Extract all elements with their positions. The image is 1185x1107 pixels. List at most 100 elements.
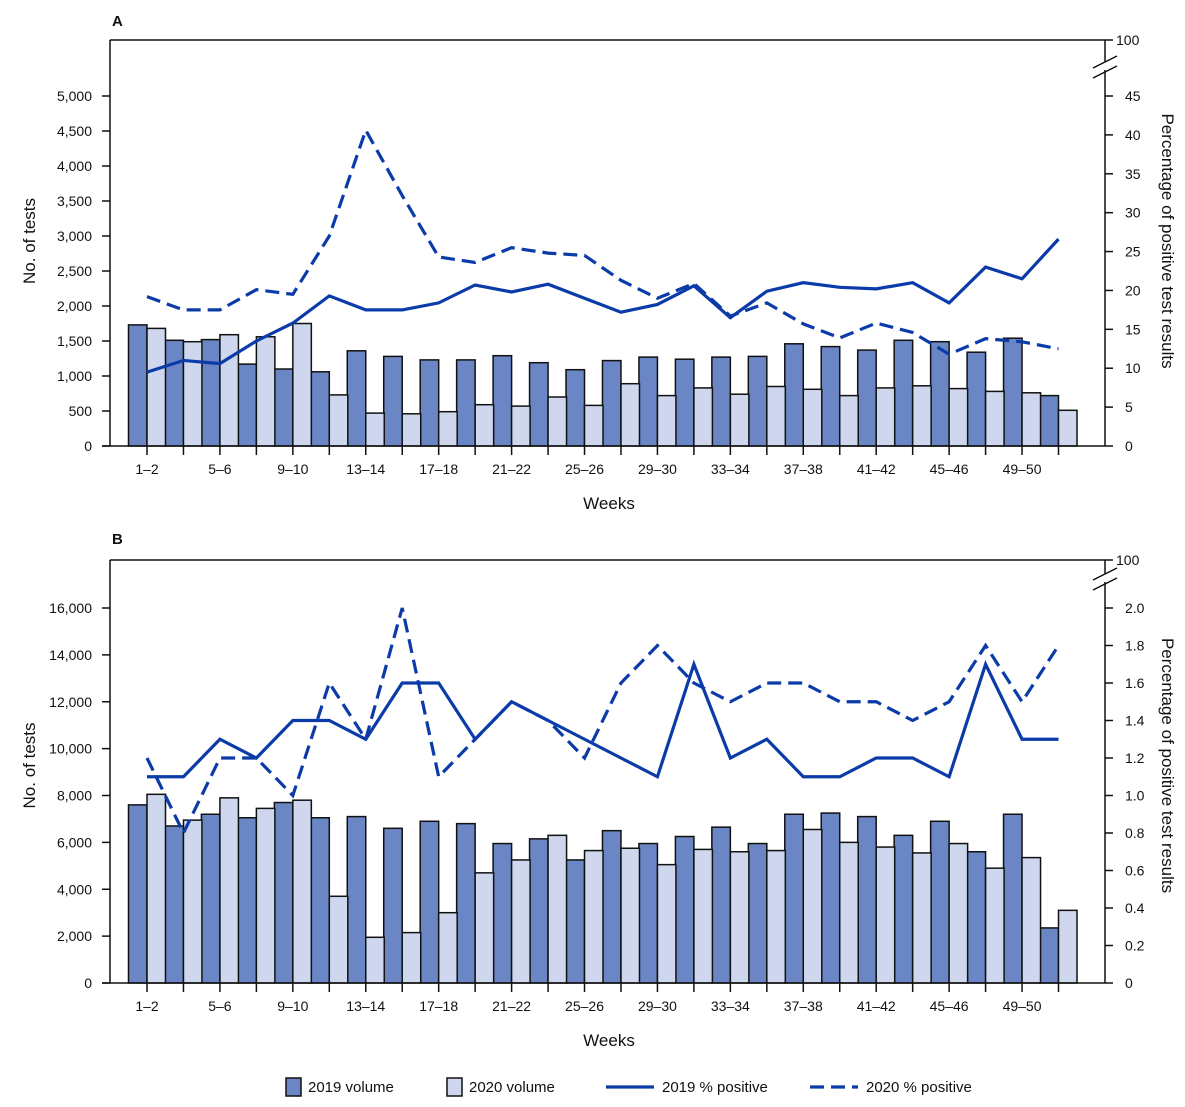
bar-2020-39–40: [840, 842, 859, 983]
bar-2019-11–12: [311, 818, 330, 983]
x-tick-label: 21–22: [492, 998, 531, 1014]
bar-2020-5–6: [220, 798, 239, 983]
bar-2020-27–28: [621, 384, 640, 446]
bar-2019-11–12: [311, 372, 330, 446]
x-tick-label: 17–18: [419, 461, 458, 477]
bar-2019-47–48: [967, 352, 986, 446]
legend-swatch: [286, 1078, 301, 1096]
bar-2019-27–28: [602, 361, 621, 446]
y2-axis-title: Percentage of positive test results: [1158, 113, 1177, 368]
y2-tick-label: 10: [1125, 360, 1141, 376]
bar-2019-29–30: [639, 357, 658, 446]
x-tick-label: 49–50: [1003, 461, 1042, 477]
bar-2019-41–42: [858, 817, 877, 983]
bar-2019-35–36: [748, 356, 767, 446]
y-tick-label: 2,500: [57, 263, 92, 279]
x-tick-label: 37–38: [784, 998, 823, 1014]
bar-2020-7–8: [256, 808, 275, 983]
y2-tick-label: 1.4: [1125, 713, 1145, 729]
x-tick-label: 33–34: [711, 461, 750, 477]
y-tick-label: 2,000: [57, 928, 92, 944]
y-tick-label: 6,000: [57, 834, 92, 850]
bar-2020-39–40: [840, 396, 859, 446]
legend-swatch: [447, 1078, 462, 1096]
y2-tick-label: 0.4: [1125, 900, 1145, 916]
bar-2019-43–44: [894, 340, 913, 446]
bar-2019-47–48: [967, 852, 986, 983]
bar-2019-39–40: [821, 347, 840, 446]
bar-2020-17–18: [439, 913, 458, 983]
bar-2020-29–30: [657, 865, 676, 983]
bar-2020-31–32: [694, 849, 713, 983]
bar-2020-41–42: [876, 388, 895, 446]
bar-2019-29–30: [639, 844, 658, 983]
legend-item-1: 2020 volume: [447, 1078, 555, 1096]
bar-2020-41–42: [876, 847, 895, 983]
y-tick-label: 4,500: [57, 123, 92, 139]
y2-tick-label: 25: [1125, 244, 1141, 260]
bar-2020-33–34: [730, 394, 749, 446]
bar-2020-1–2: [147, 328, 166, 446]
bar-2020-43–44: [913, 853, 932, 983]
bar-2020-47–48: [986, 868, 1005, 983]
legend-item-2: 2019 % positive: [606, 1079, 768, 1096]
x-tick-label: 49–50: [1003, 998, 1042, 1014]
y2-tick-label: 30: [1125, 205, 1141, 221]
bar-2020-21–22: [512, 860, 530, 983]
y2-tick-label: 0.8: [1125, 825, 1145, 841]
x-tick-label: 9–10: [277, 461, 308, 477]
x-tick-label: 13–14: [346, 461, 385, 477]
x-tick-label: 9–10: [277, 998, 308, 1014]
bar-2020-9–10: [293, 324, 312, 447]
x-tick-label: 1–2: [135, 461, 159, 477]
y-tick-label: 8,000: [57, 788, 92, 804]
bar-2020-35–36: [767, 387, 786, 447]
y-tick-label: 1,000: [57, 368, 92, 384]
legend-label: 2019 volume: [308, 1079, 394, 1096]
bar-2019-3–4: [165, 826, 184, 983]
bar-2020-51–52: [1059, 910, 1078, 983]
y-tick-label: 4,000: [57, 158, 92, 174]
x-tick-label: 45–46: [930, 998, 969, 1014]
bar-2019-9–10: [274, 803, 293, 983]
bar-2020-15–16: [402, 933, 421, 983]
y2-tick-label: 0: [1125, 975, 1133, 991]
y-tick-label: 1,500: [57, 333, 92, 349]
y2-tick-label: 0.2: [1125, 938, 1145, 954]
y-tick-label: 12,000: [49, 694, 92, 710]
y2-tick-label: 0: [1125, 438, 1133, 454]
bar-2019-41–42: [858, 350, 877, 446]
bar-2020-31–32: [694, 388, 713, 446]
bar-2019-45–46: [931, 821, 950, 983]
legend-item-0: 2019 volume: [286, 1078, 394, 1096]
bar-2019-13–14: [347, 817, 366, 983]
bar-2019-25–26: [566, 370, 585, 446]
y-tick-label: 0: [84, 975, 92, 991]
bar-2019-39–40: [821, 813, 840, 983]
x-tick-label: 41–42: [857, 998, 896, 1014]
bar-2020-3–4: [183, 820, 202, 983]
bar-2019-1–2: [129, 805, 148, 983]
panel-B: B10002,0004,0006,0008,00010,00012,00014,…: [20, 531, 1177, 1050]
bar-2020-15–16: [402, 414, 421, 446]
bar-2019-5–6: [201, 340, 220, 446]
bar-2019-9–10: [274, 369, 293, 446]
bar-2019-51–52: [1040, 928, 1059, 983]
bar-2020-45–46: [949, 389, 968, 446]
bar-2019-25–26: [566, 860, 585, 983]
y-tick-label: 4,000: [57, 881, 92, 897]
bar-2020-43–44: [913, 386, 932, 446]
legend-item-3: 2020 % positive: [810, 1079, 972, 1096]
bar-2020-49–50: [1022, 393, 1041, 446]
y2-tick-label: 1.6: [1125, 675, 1145, 691]
y2-tick-label: 2.0: [1125, 600, 1145, 616]
x-tick-label: 45–46: [930, 461, 969, 477]
bar-2020-17–18: [439, 412, 458, 446]
x-tick-label: 37–38: [784, 461, 823, 477]
y-tick-label: 2,000: [57, 298, 92, 314]
bar-2019-45–46: [931, 342, 950, 446]
bar-2020-37–38: [803, 829, 822, 983]
bar-2020-13–14: [366, 413, 385, 446]
x-tick-label: 5–6: [208, 461, 232, 477]
y2-tick-label: 1.2: [1125, 750, 1145, 766]
